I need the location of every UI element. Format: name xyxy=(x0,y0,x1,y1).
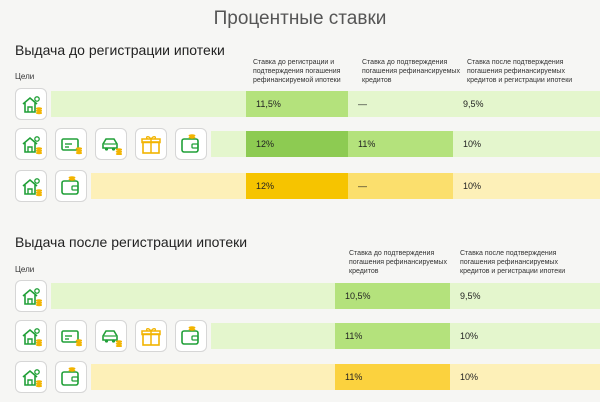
rate-row: 11% 10% xyxy=(15,361,600,395)
rate-cell: 10% xyxy=(463,139,482,149)
rate-cell: — xyxy=(358,99,367,109)
rate-cell: 9,5% xyxy=(463,99,484,109)
card-icon xyxy=(55,320,87,352)
row-bar xyxy=(51,283,600,309)
column-header: Ставка до подтверждения погашения рефина… xyxy=(349,250,447,275)
page-title: Процентные ставки xyxy=(213,8,387,29)
rate-row: 12% 11% 10% xyxy=(15,128,600,162)
column-header: Ставка после подтверждения погашения реф… xyxy=(460,250,566,275)
car-icon xyxy=(95,320,127,352)
rate-cell: 10% xyxy=(463,181,482,191)
rate-row: 12% — 10% xyxy=(15,170,600,204)
rate-cell: — xyxy=(348,173,453,199)
card-icon xyxy=(55,128,87,160)
wallet-icon xyxy=(55,361,87,393)
column-header: Ставка до подтверждения погашения рефина… xyxy=(362,59,460,84)
wallet-icon xyxy=(175,320,207,352)
rate-cell: 9,5% xyxy=(460,291,481,301)
column-header: Ставка до регистрации и подтверждения по… xyxy=(253,59,341,84)
car-icon xyxy=(95,128,127,160)
house-icon xyxy=(15,88,47,120)
house-icon xyxy=(15,128,47,160)
rate-row: 10,5% 9,5% xyxy=(15,280,600,314)
rate-row: 11,5% — 9,5% xyxy=(15,88,600,122)
section-heading: Выдача после регистрации ипотеки xyxy=(15,234,248,250)
rate-cell: 12% xyxy=(246,173,348,199)
wallet-icon xyxy=(175,128,207,160)
rate-cell: 11% xyxy=(335,323,450,349)
goals-label: Цели xyxy=(15,72,35,81)
rate-row: 11% 10% xyxy=(15,320,600,354)
gift-icon xyxy=(135,320,167,352)
gift-icon xyxy=(135,128,167,160)
section-heading: Выдача до регистрации ипотеки xyxy=(15,42,225,58)
house-icon xyxy=(15,361,47,393)
goals-label: Цели xyxy=(15,265,35,274)
house-icon xyxy=(15,170,47,202)
rate-cell: 11% xyxy=(348,131,453,157)
rate-cell: 12% xyxy=(246,131,348,157)
rate-cell: 10% xyxy=(460,372,479,382)
house-icon xyxy=(15,320,47,352)
wallet-icon xyxy=(55,170,87,202)
rate-cell: 11,5% xyxy=(246,91,348,117)
house-icon xyxy=(15,280,47,312)
rate-cell: 11% xyxy=(335,364,450,390)
column-header: Ставка после подтверждения погашения реф… xyxy=(467,59,573,84)
rate-cell: 10% xyxy=(460,331,479,341)
rate-cell: 10,5% xyxy=(335,283,450,309)
